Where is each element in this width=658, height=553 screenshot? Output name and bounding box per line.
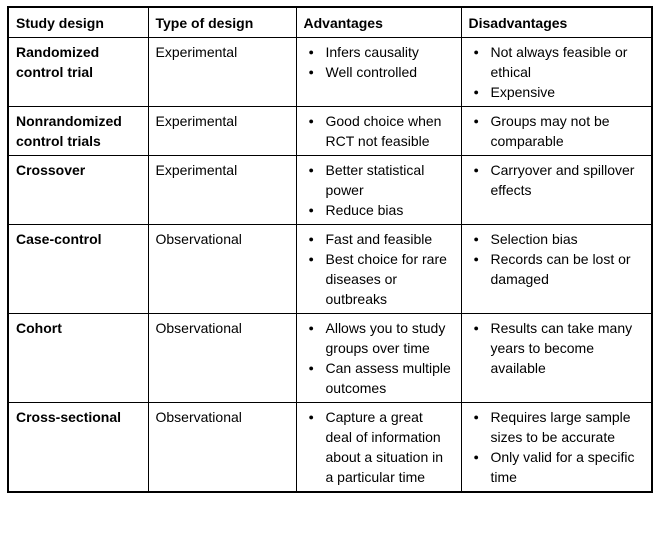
advantages-cell: Good choice when RCT not feasible [295, 106, 462, 156]
disadvantages-cell: Not always feasible or ethicalExpensive [460, 37, 653, 107]
advantages-cell: Allows you to study groups over timeCan … [295, 313, 462, 403]
study-design-cell: Cross-sectional [7, 402, 149, 493]
table-row: Case-controlObservationalFast and feasib… [7, 224, 653, 314]
disadvantages-item: Requires large sample sizes to be accura… [469, 407, 644, 447]
type-of-design-cell: Observational [147, 224, 297, 314]
disadvantages-item: Records can be lost or damaged [469, 249, 644, 289]
advantages-cell: Capture a great deal of information abou… [295, 402, 462, 493]
study-design-cell: Case-control [7, 224, 149, 314]
advantages-item: Allows you to study groups over time [304, 318, 453, 358]
disadvantages-cell: Groups may not be comparable [460, 106, 653, 156]
advantages-list: Better statistical powerReduce bias [304, 160, 453, 220]
type-of-design-cell: Observational [147, 313, 297, 403]
advantages-item: Better statistical power [304, 160, 453, 200]
study-design-comparison-table: Study design Type of design Advantages D… [7, 6, 653, 493]
type-of-design-cell: Experimental [147, 155, 297, 225]
disadvantages-list: Selection biasRecords can be lost or dam… [469, 229, 644, 289]
header-type-of-design: Type of design [147, 6, 297, 38]
table-body: Randomized control trialExperimentalInfe… [7, 37, 653, 493]
advantages-cell: Better statistical powerReduce bias [295, 155, 462, 225]
disadvantages-cell: Requires large sample sizes to be accura… [460, 402, 653, 493]
disadvantages-list: Requires large sample sizes to be accura… [469, 407, 644, 487]
table-row: Nonrandomized control trials Experimental… [7, 106, 653, 156]
header-disadvantages: Disadvantages [460, 6, 653, 38]
table-row: Randomized control trialExperimentalInfe… [7, 37, 653, 107]
advantages-item: Fast and feasible [304, 229, 453, 249]
disadvantages-item: Selection bias [469, 229, 644, 249]
disadvantages-item: Expensive [469, 82, 644, 102]
study-design-cell: Cohort [7, 313, 149, 403]
study-design-cell: Nonrandomized control trials [7, 106, 149, 156]
disadvantages-item: Groups may not be comparable [469, 111, 644, 151]
table-row: CrossoverExperimentalBetter statistical … [7, 155, 653, 225]
advantages-item: Reduce bias [304, 200, 453, 220]
disadvantages-item: Not always feasible or ethical [469, 42, 644, 82]
type-of-design-cell: Experimental [147, 37, 297, 107]
advantages-cell: Fast and feasibleBest choice for rare di… [295, 224, 462, 314]
disadvantages-list: Results can take many years to become av… [469, 318, 644, 378]
advantages-list: Infers causalityWell controlled [304, 42, 453, 82]
advantages-item: Can assess multiple outcomes [304, 358, 453, 398]
disadvantages-cell: Selection biasRecords can be lost or dam… [460, 224, 653, 314]
table-header-row: Study design Type of design Advantages D… [7, 6, 653, 38]
advantages-list: Fast and feasibleBest choice for rare di… [304, 229, 453, 309]
header-advantages: Advantages [295, 6, 462, 38]
advantages-item: Best choice for rare diseases or outbrea… [304, 249, 453, 309]
advantages-list: Good choice when RCT not feasible [304, 111, 453, 151]
table-row: CohortObservationalAllows you to study g… [7, 313, 653, 403]
advantages-item: Infers causality [304, 42, 453, 62]
study-design-cell: Crossover [7, 155, 149, 225]
type-of-design-cell: Observational [147, 402, 297, 493]
advantages-item: Capture a great deal of information abou… [304, 407, 453, 487]
advantages-item: Good choice when RCT not feasible [304, 111, 453, 151]
disadvantages-cell: Carryover and spillover effects [460, 155, 653, 225]
study-design-cell: Randomized control trial [7, 37, 149, 107]
disadvantages-item: Only valid for a specific time [469, 447, 644, 487]
disadvantages-list: Groups may not be comparable [469, 111, 644, 151]
disadvantages-cell: Results can take many years to become av… [460, 313, 653, 403]
header-study-design: Study design [7, 6, 149, 38]
advantages-list: Capture a great deal of information abou… [304, 407, 453, 487]
disadvantages-item: Results can take many years to become av… [469, 318, 644, 378]
disadvantages-list: Not always feasible or ethicalExpensive [469, 42, 644, 102]
type-of-design-cell: Experimental [147, 106, 297, 156]
table-row: Cross-sectionalObservationalCapture a gr… [7, 402, 653, 493]
disadvantages-list: Carryover and spillover effects [469, 160, 644, 200]
advantages-list: Allows you to study groups over timeCan … [304, 318, 453, 398]
advantages-cell: Infers causalityWell controlled [295, 37, 462, 107]
table-header: Study design Type of design Advantages D… [7, 6, 653, 38]
advantages-item: Well controlled [304, 62, 453, 82]
disadvantages-item: Carryover and spillover effects [469, 160, 644, 200]
